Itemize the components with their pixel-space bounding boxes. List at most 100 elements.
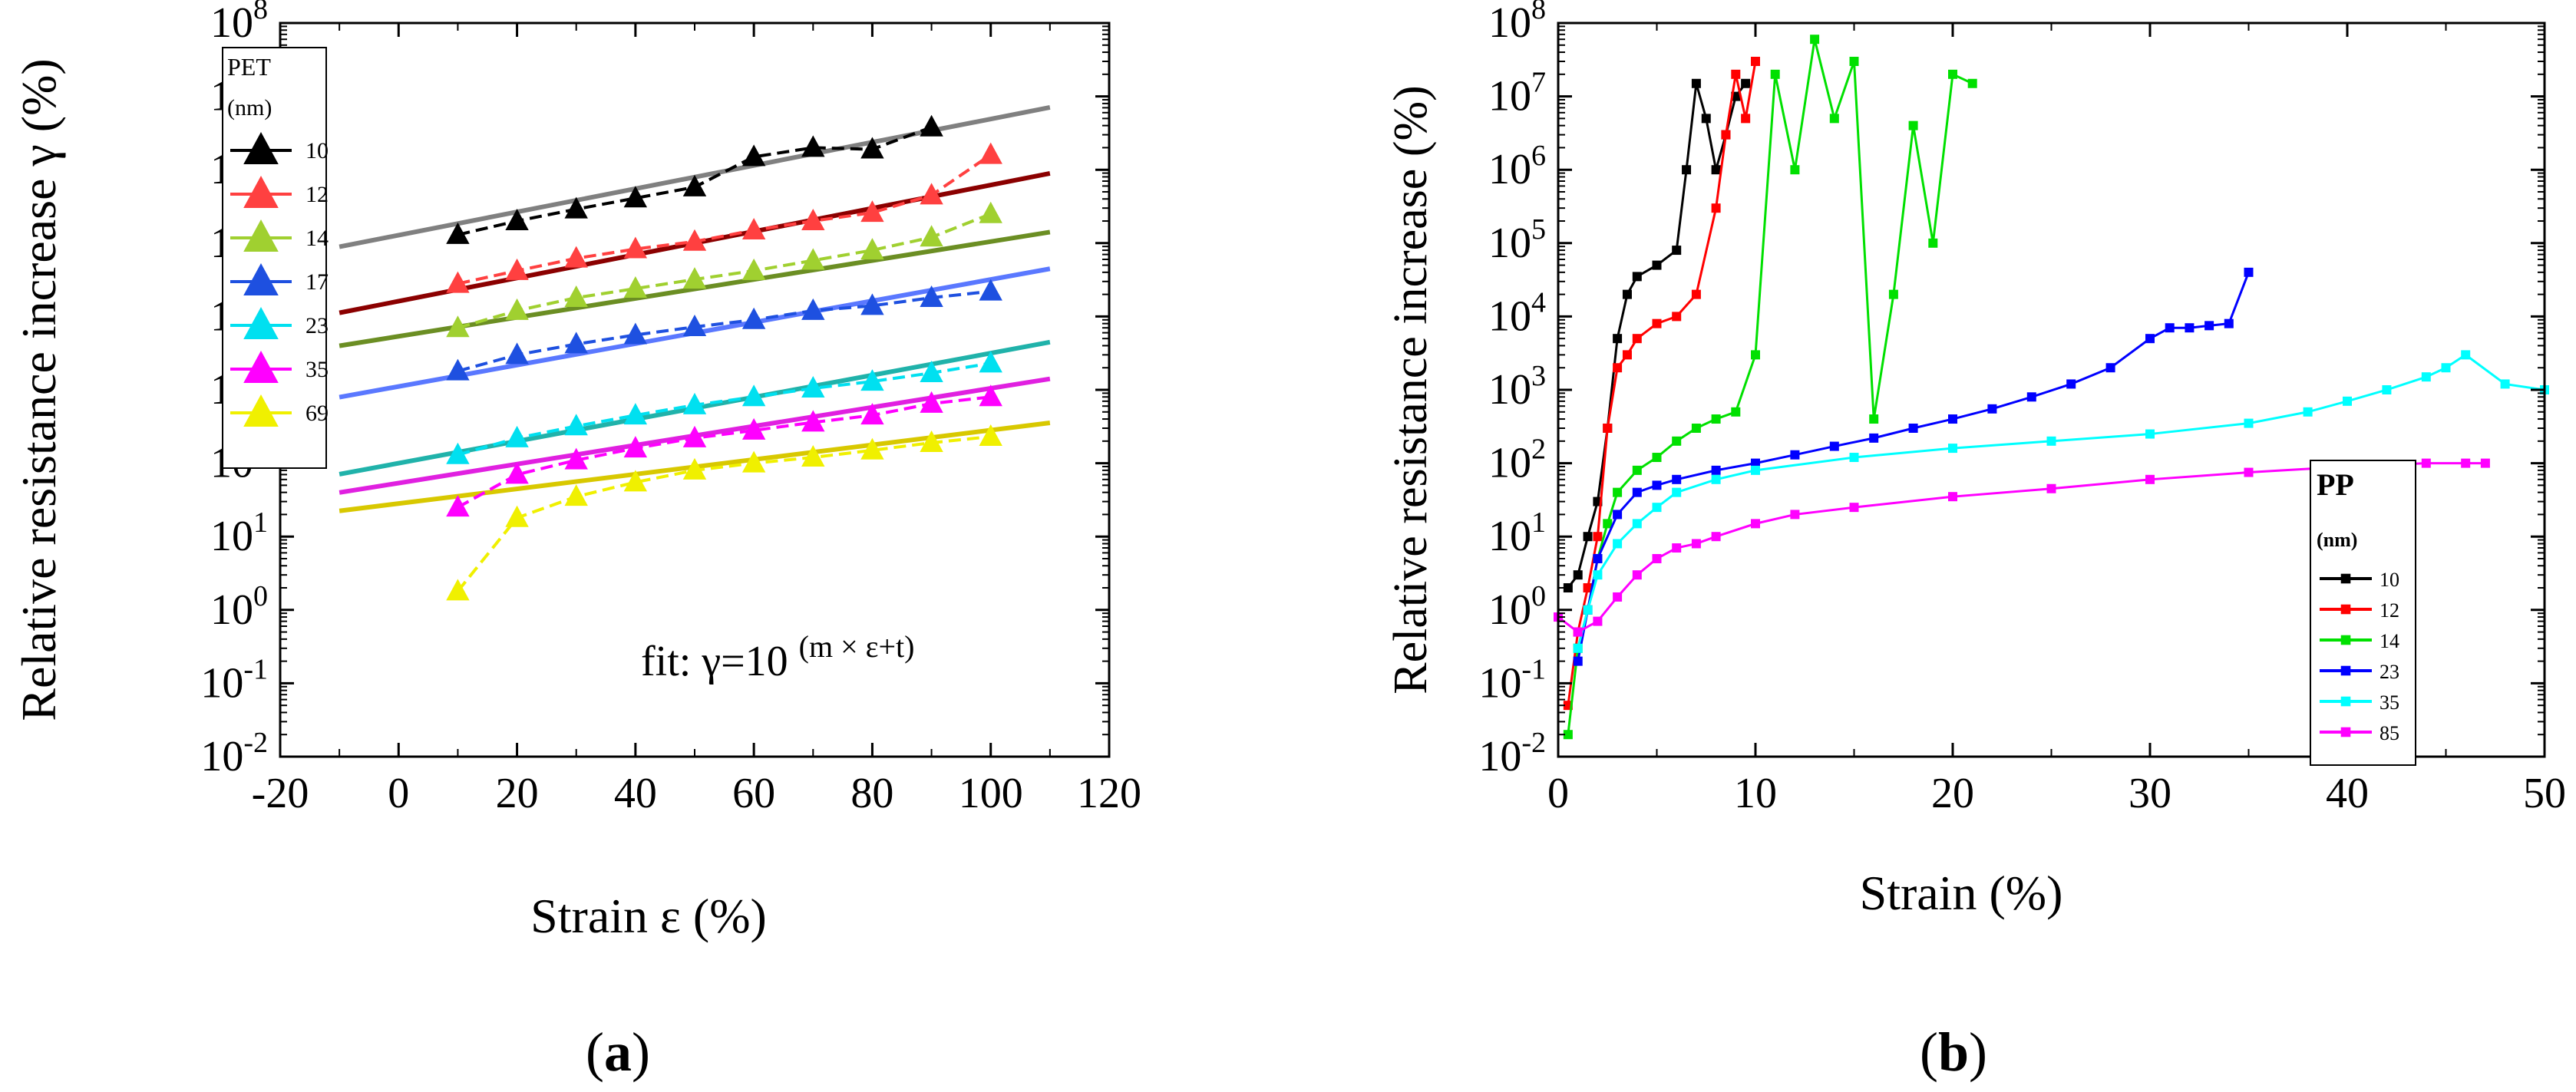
data-point-23 <box>920 360 943 382</box>
data-point-23 <box>1632 487 1642 497</box>
data-point-10 <box>1652 260 1662 270</box>
data-point-23 <box>1869 433 1879 443</box>
data-point-35 <box>920 391 943 413</box>
data-point-85 <box>2421 458 2431 468</box>
x-tick-label: 100 <box>959 770 1023 817</box>
data-point-17 <box>682 315 707 337</box>
y-tick-label: 108 <box>210 0 268 47</box>
data-point-35 <box>2244 418 2254 428</box>
data-point-14 <box>1603 519 1613 529</box>
chart-b-legend-title: PP <box>2317 467 2354 502</box>
series-line-23 <box>457 361 992 457</box>
data-point-35 <box>2461 350 2471 360</box>
data-point-69 <box>741 450 766 473</box>
data-point-85 <box>2145 474 2155 484</box>
x-tick-label: 50 <box>2523 770 2566 817</box>
data-point-85 <box>1593 616 1603 626</box>
legend-label: 35 <box>305 357 329 382</box>
chart-b-legend: PP (nm) 10 12 14 23 35 85 <box>2310 460 2416 766</box>
y-tick-label: 104 <box>1488 286 1546 340</box>
chart-a: -2002040608010012010-210-110010110210310… <box>12 0 1141 1083</box>
legend-marker-14 <box>243 219 279 252</box>
data-point-17 <box>623 322 648 345</box>
data-point-35 <box>2046 436 2056 446</box>
data-point-10 <box>564 196 588 219</box>
data-point-69 <box>920 430 943 452</box>
data-point-14 <box>1888 289 1898 299</box>
data-point-14 <box>801 248 825 270</box>
series-line-12 <box>457 153 992 285</box>
data-point-12 <box>1632 334 1642 344</box>
data-point-23 <box>1652 480 1662 490</box>
data-point-10 <box>1691 78 1701 88</box>
data-point-14 <box>1829 114 1839 124</box>
series-17 <box>446 279 1002 381</box>
data-point-14 <box>1563 730 1573 740</box>
series-10 <box>1563 78 1751 593</box>
x-tick-label: 80 <box>850 770 893 817</box>
series-line-14 <box>1567 38 1973 735</box>
legend-label: 12 <box>2379 599 2399 622</box>
data-point-69 <box>623 470 648 492</box>
data-point-23 <box>2204 321 2214 331</box>
data-point-23 <box>446 442 470 464</box>
data-point-12 <box>1721 130 1731 140</box>
data-point-23 <box>2185 323 2195 333</box>
legend-item-14: 14 <box>2320 630 2399 652</box>
data-point-23 <box>505 425 529 447</box>
data-point-10 <box>1672 246 1682 256</box>
y-tick-label: 10-2 <box>200 727 268 780</box>
data-point-14 <box>1652 453 1662 463</box>
fit-annotation-base: fit: γ=10 <box>641 638 788 685</box>
legend-marker-10 <box>243 132 279 164</box>
legend-item-12: 12 <box>2320 599 2399 622</box>
data-point-14 <box>860 238 884 260</box>
data-point-10 <box>1563 583 1573 593</box>
y-tick-label: 108 <box>1488 0 1546 47</box>
data-point-17 <box>801 298 825 320</box>
y-tick-label: 102 <box>1488 434 1546 487</box>
legend-marker-10 <box>2340 573 2351 584</box>
data-point-35 <box>741 417 766 440</box>
data-point-69 <box>505 505 529 527</box>
data-point-85 <box>1711 532 1721 542</box>
data-point-35 <box>1652 503 1662 513</box>
data-point-12 <box>1603 423 1613 433</box>
data-point-23 <box>1593 553 1603 563</box>
chart-a-legend-items: 10 12 14 17 23 35 69 <box>230 132 329 427</box>
data-point-12 <box>446 271 470 293</box>
data-point-17 <box>446 358 470 381</box>
chart-b: 0 10 20 30 40 50 10-2 10-1 100 101 102 103 104 105 106… <box>1385 0 2566 1083</box>
data-point-14 <box>1731 407 1741 417</box>
chart-a-xlabel: Strain ε (%) <box>530 889 767 943</box>
data-point-35 <box>446 495 470 517</box>
x-tick-label: 40 <box>614 770 657 817</box>
data-point-23 <box>1948 414 1957 424</box>
legend-label: 23 <box>2379 661 2399 683</box>
data-point-69 <box>979 424 1002 447</box>
data-point-35 <box>2343 396 2352 406</box>
data-point-14 <box>1632 465 1642 475</box>
x-tick-label: 60 <box>732 770 775 817</box>
data-point-35 <box>2421 372 2431 382</box>
data-point-10 <box>1613 334 1623 344</box>
series-line-69 <box>456 435 991 592</box>
data-point-35 <box>801 410 825 432</box>
data-point-14 <box>1790 165 1800 175</box>
data-point-85 <box>2461 458 2471 468</box>
data-point-23 <box>801 375 825 398</box>
legend-item-69: 69 <box>230 394 329 427</box>
data-point-10 <box>446 222 470 244</box>
data-point-85 <box>2046 483 2056 493</box>
data-point-17 <box>860 293 884 315</box>
data-point-14 <box>1810 35 1820 45</box>
data-point-12 <box>564 246 588 268</box>
chart-a-legend: PET (nm) 10 12 14 17 23 35 69 <box>222 47 329 469</box>
y-tick-label: 101 <box>1488 506 1546 560</box>
data-point-23 <box>1908 423 1918 433</box>
data-point-10 <box>1701 114 1711 124</box>
data-point-10 <box>1573 570 1583 580</box>
data-point-10 <box>920 114 943 137</box>
data-point-10 <box>1622 289 1632 299</box>
data-point-12 <box>1613 363 1623 373</box>
